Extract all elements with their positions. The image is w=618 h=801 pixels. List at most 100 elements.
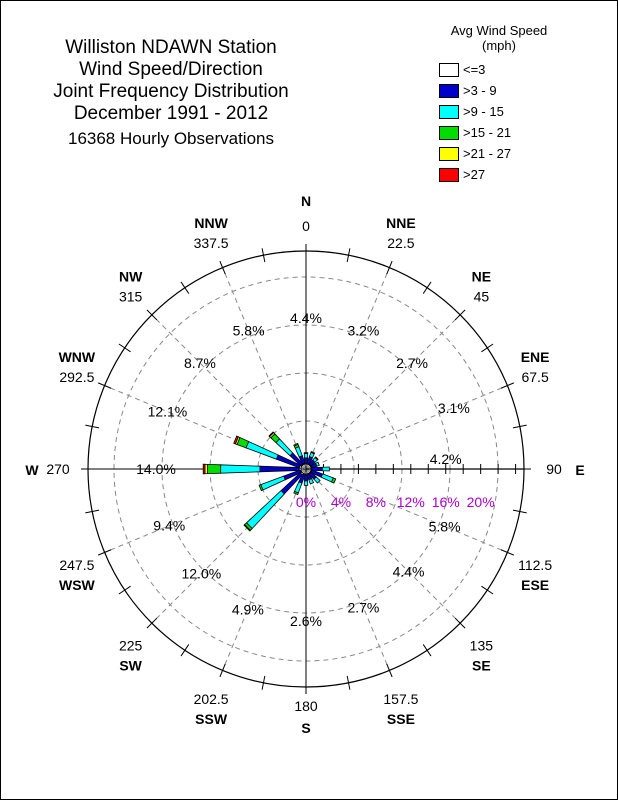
wind-bar-segment [245, 440, 279, 460]
pct-label: 12.1% [148, 404, 188, 420]
grid-spoke [305, 468, 508, 553]
wind-bar-segment [293, 490, 299, 496]
outer-tick [180, 644, 190, 657]
wind-bar-segment [308, 478, 315, 485]
outer-tick [261, 248, 266, 263]
outer-tick [512, 424, 527, 429]
title-line-3: Joint Frequency Distribution [53, 81, 289, 102]
compass-label: E [575, 462, 584, 478]
grid-spoke [305, 468, 390, 671]
compass-label: NNW [194, 215, 228, 231]
outer-tick [261, 675, 266, 690]
legend-swatch [439, 167, 459, 182]
chart-title: Williston NDAWN Station Wind Speed/Direc… [21, 37, 321, 150]
grid-spoke [305, 385, 508, 470]
pct-label: 9.4% [153, 518, 185, 534]
compass-label: SE [472, 657, 491, 673]
title-line-2: Wind Speed/Direction [79, 59, 263, 80]
wind-bar-segment [293, 442, 299, 447]
pct-label: 2.6% [290, 613, 322, 629]
wind-bar-segment [220, 464, 261, 474]
pct-label: 2.7% [347, 600, 379, 616]
outer-tick [454, 309, 466, 321]
radial-tick-label: 0% [296, 494, 316, 510]
compass-label: NNE [386, 215, 416, 231]
legend: Avg Wind Speed (mph) <=3 >3 - 9 >9 - 15 >15… [439, 23, 609, 185]
compass-label: WSW [59, 577, 96, 593]
legend-label: <=3 [463, 62, 486, 77]
legend-item: >3 - 9 [439, 80, 609, 101]
direction-degree-label: 180 [294, 698, 318, 714]
radial-tick-label: 20% [467, 494, 495, 510]
pct-label: 3.1% [438, 400, 470, 416]
outer-tick [85, 424, 100, 429]
wind-bar-segment [202, 463, 206, 475]
outer-tick [422, 281, 432, 294]
direction-degree-label: 135 [470, 637, 494, 653]
outer-tick [481, 585, 494, 595]
compass-label: WNW [59, 349, 96, 365]
wind-bar-segment [303, 453, 309, 459]
wind-bar-segment [259, 465, 300, 473]
radial-tick-label: 4% [331, 494, 351, 510]
outer-tick [346, 248, 351, 263]
outer-tick [146, 309, 158, 321]
direction-degree-label: 292.5 [59, 369, 94, 385]
legend-item: <=3 [439, 59, 609, 80]
wind-bar-segment [275, 438, 294, 457]
compass-label: SSW [195, 711, 228, 727]
direction-degree-label: 157.5 [383, 691, 418, 707]
outer-tick [219, 260, 226, 275]
legend-swatch [439, 62, 459, 77]
legend-swatch [439, 104, 459, 119]
grid-spoke [305, 468, 461, 624]
title-line-4: December 1991 - 2012 [73, 103, 269, 124]
outer-tick [118, 343, 131, 353]
outer-tick [512, 509, 527, 514]
direction-degree-label: 45 [474, 289, 490, 305]
outer-tick [346, 675, 351, 690]
legend-item: >21 - 27 [439, 143, 609, 164]
direction-degree-label: 67.5 [521, 369, 548, 385]
wind-bar-segment [207, 463, 222, 475]
legend-label: >27 [463, 167, 486, 182]
wind-bar-segment [243, 524, 251, 532]
wind-bar-segment [245, 490, 285, 530]
direction-degree-label: 202.5 [194, 691, 229, 707]
compass-label: SSE [387, 711, 415, 727]
compass-label: ESE [521, 577, 549, 593]
outer-tick [500, 382, 515, 389]
legend-swatch [439, 146, 459, 161]
wind-bar-segment [303, 452, 309, 454]
compass-label: N [301, 193, 311, 209]
wind-bar-segment [258, 484, 264, 492]
pct-label: 5.8% [233, 322, 265, 338]
wind-bar-segment [293, 481, 303, 494]
radial-tick-label: 8% [366, 494, 386, 510]
compass-label: ENE [521, 349, 550, 365]
direction-degree-label: 90 [546, 461, 562, 477]
radial-tick-label: 16% [432, 494, 460, 510]
legend-label: >15 - 21 [463, 125, 512, 140]
legend-label: >21 - 27 [463, 146, 512, 161]
outer-tick [146, 617, 158, 629]
pct-label: 4.2% [430, 451, 462, 467]
grid-spoke [305, 314, 461, 470]
pct-label: 5.8% [429, 518, 461, 534]
outer-tick [97, 549, 112, 556]
wind-bar-segment [268, 431, 275, 438]
pct-label: 4.4% [393, 564, 425, 580]
direction-degree-label: 247.5 [59, 557, 94, 573]
outer-tick [386, 663, 393, 678]
legend-label: >9 - 15 [463, 104, 504, 119]
wind-bar-segment [331, 477, 337, 484]
legend-item: >15 - 21 [439, 122, 609, 143]
pct-label: 4.4% [290, 310, 322, 326]
compass-label: W [25, 462, 39, 478]
compass-label: NW [119, 269, 143, 285]
legend-swatch [439, 83, 459, 98]
wind-bar-segment [321, 466, 330, 472]
compass-label: NE [472, 269, 491, 285]
